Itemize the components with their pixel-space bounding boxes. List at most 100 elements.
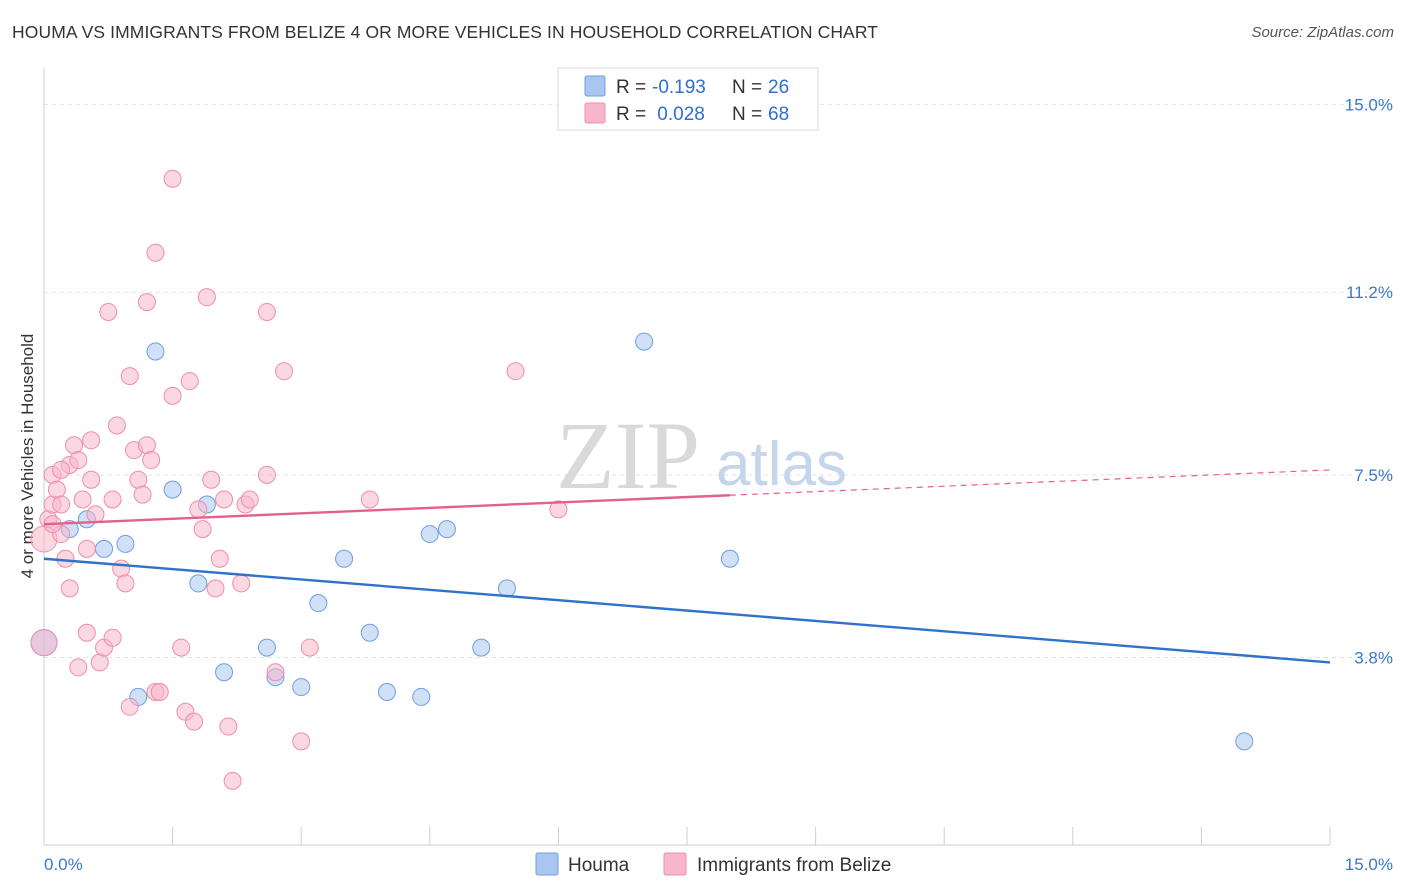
chart-title: HOUMA VS IMMIGRANTS FROM BELIZE 4 OR MOR… <box>12 22 879 42</box>
point-belize-26 <box>112 559 131 578</box>
watermark-atlas: atlas <box>716 430 847 499</box>
legend-r-value-houma: -0.193 <box>652 77 706 98</box>
watermark-zip: ZIP <box>556 402 700 509</box>
point-houma-14 <box>309 594 328 613</box>
point-houma-18 <box>412 687 431 706</box>
legend-swatch-belize <box>584 102 606 124</box>
x-tick-label-1: 15.0% <box>1345 855 1393 874</box>
point-belize-1 <box>30 629 58 657</box>
trend-lines <box>43 469 1331 664</box>
point-belize-28 <box>120 697 139 716</box>
point-belize-12 <box>69 451 88 470</box>
point-houma-13 <box>292 678 311 697</box>
y-tick-labels: 15.0% 11.2% 7.5% 3.8% <box>1345 96 1393 668</box>
point-houma-20 <box>437 520 456 539</box>
point-belize-5 <box>47 480 66 499</box>
point-belize-17 <box>82 431 101 450</box>
y-tick-label-1: 11.2% <box>1346 283 1393 302</box>
point-houma-19 <box>420 525 439 544</box>
point-houma-11 <box>257 638 276 657</box>
point-belize-38 <box>150 683 169 701</box>
legend-swatch-houma <box>584 75 606 97</box>
legend-n-label-houma: N = <box>732 77 762 98</box>
point-belize-62 <box>300 638 319 657</box>
point-belize-54 <box>232 574 251 593</box>
point-belize-27 <box>116 574 135 593</box>
point-belize-51 <box>215 490 234 509</box>
y-tick-label-0: 15.0% <box>1345 96 1393 115</box>
point-belize-52 <box>219 717 238 736</box>
point-belize-19 <box>86 505 105 524</box>
point-houma-25 <box>1235 732 1254 751</box>
point-belize-29 <box>120 367 139 386</box>
watermark: ZIP atlas <box>556 402 847 509</box>
series-legend-swatch-belize <box>663 852 687 876</box>
point-belize-65 <box>549 500 568 519</box>
point-houma-15 <box>335 549 354 568</box>
point-belize-33 <box>137 436 156 455</box>
x-tick-labels: 0.0% 15.0% <box>44 855 1393 874</box>
point-belize-31 <box>129 470 148 489</box>
point-belize-16 <box>77 623 96 642</box>
point-houma-21 <box>472 638 491 657</box>
point-belize-56 <box>240 490 259 509</box>
point-houma-23 <box>635 332 654 351</box>
point-belize-43 <box>180 372 199 391</box>
point-houma-16 <box>360 623 379 642</box>
series-legend: Houma Immigrants from Belize <box>535 852 891 876</box>
point-belize-48 <box>202 470 221 489</box>
point-belize-46 <box>193 520 212 539</box>
point-belize-15 <box>77 539 96 558</box>
point-belize-45 <box>189 500 208 519</box>
point-belize-36 <box>146 243 165 262</box>
point-belize-34 <box>137 293 156 312</box>
point-houma-7 <box>163 480 182 499</box>
point-belize-40 <box>163 386 182 405</box>
point-belize-9 <box>60 579 79 598</box>
point-belize-59 <box>266 663 285 682</box>
point-houma-3 <box>95 539 114 558</box>
legend-r-value-belize: 0.028 <box>652 104 705 125</box>
point-belize-39 <box>163 169 182 188</box>
y-tick-label-2: 7.5% <box>1354 466 1393 485</box>
legend-r-label-belize: R = <box>616 104 646 125</box>
point-belize-35 <box>142 451 161 470</box>
point-belize-53 <box>223 771 242 790</box>
series-legend-label-houma: Houma <box>568 855 630 876</box>
point-belize-61 <box>292 732 311 751</box>
correlation-legend: R = -0.193 N = 26 R = 0.028 N = 68 <box>557 67 819 131</box>
trend-line-houma <box>43 557 1331 664</box>
point-belize-20 <box>90 653 109 672</box>
source-credit: Source: ZipAtlas.com <box>1251 24 1394 41</box>
point-belize-67 <box>52 460 71 479</box>
data-points <box>30 169 1254 790</box>
point-belize-44 <box>185 712 204 731</box>
point-belize-11 <box>65 436 84 455</box>
point-belize-50 <box>210 549 229 568</box>
trend-line-belize <box>43 494 730 526</box>
point-houma-24 <box>720 549 739 568</box>
point-belize-49 <box>206 579 225 598</box>
point-belize-18 <box>82 470 101 489</box>
point-belize-63 <box>360 490 379 509</box>
point-belize-32 <box>133 485 152 504</box>
axes <box>43 68 1331 846</box>
point-belize-23 <box>103 490 122 509</box>
point-houma-4 <box>116 534 135 553</box>
point-belize-25 <box>107 416 126 435</box>
legend-n-value-belize: 68 <box>768 104 789 125</box>
point-belize-58 <box>257 302 276 321</box>
legend-n-label-belize: N = <box>732 104 762 125</box>
point-houma-10 <box>215 663 234 682</box>
point-belize-64 <box>506 362 525 381</box>
trend-line-belize-extension <box>729 469 1331 496</box>
point-belize-13 <box>69 658 88 677</box>
series-legend-swatch-houma <box>535 852 559 876</box>
point-houma-17 <box>377 683 396 701</box>
legend-r-label-houma: R = <box>616 77 646 98</box>
point-belize-47 <box>197 288 216 307</box>
point-belize-22 <box>99 302 118 321</box>
y-tick-label-3: 3.8% <box>1354 648 1393 667</box>
point-belize-24 <box>103 628 122 647</box>
point-belize-57 <box>257 465 276 484</box>
